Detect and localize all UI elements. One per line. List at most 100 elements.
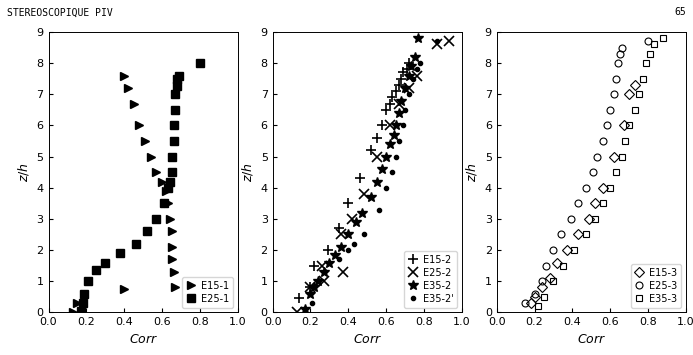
- E35-2: [358, 211, 366, 215]
- E15-3: [599, 186, 607, 190]
- E35-2: [405, 73, 413, 78]
- Y-axis label: $z/h$: $z/h$: [464, 162, 479, 182]
- E35-2: [352, 220, 360, 224]
- E15-2: [388, 95, 396, 99]
- E35-2: [344, 233, 353, 237]
- Line: E35-3: E35-3: [535, 35, 667, 310]
- E15-2: [295, 296, 304, 300]
- E35-3: [625, 123, 633, 127]
- E35-2': [308, 301, 317, 305]
- E25-2: [373, 154, 381, 159]
- E15-2: [397, 77, 405, 81]
- E15-3: [631, 83, 639, 87]
- E35-2: [392, 123, 400, 127]
- Line: E25-3: E25-3: [522, 38, 651, 306]
- E25-3: [521, 301, 529, 305]
- E35-2: [314, 279, 322, 283]
- E35-2': [416, 61, 425, 65]
- E35-2: [389, 133, 398, 137]
- E35-2': [433, 39, 441, 43]
- E35-3: [540, 295, 548, 299]
- E35-3: [650, 42, 658, 47]
- E25-3: [610, 92, 618, 97]
- E25-1: [80, 291, 89, 296]
- E15-1: [168, 257, 176, 262]
- E25-3: [644, 39, 652, 43]
- E15-1: [169, 270, 177, 274]
- Line: E15-1: E15-1: [69, 71, 179, 317]
- E15-2: [403, 67, 411, 71]
- E15-1: [147, 154, 155, 159]
- E25-1: [168, 170, 176, 174]
- E35-2: [310, 285, 318, 290]
- E35-2: [395, 111, 403, 115]
- Line: E35-2': E35-2': [308, 37, 441, 307]
- E15-3: [527, 301, 535, 305]
- E25-1: [173, 77, 182, 81]
- X-axis label: $Corr$: $Corr$: [577, 333, 606, 346]
- E25-3: [602, 123, 611, 127]
- E15-3: [586, 217, 594, 221]
- Text: STEREOSCOPIQUE PIV: STEREOSCOPIQUE PIV: [7, 7, 113, 17]
- E15-2: [382, 108, 390, 112]
- E35-2: [337, 245, 345, 249]
- E25-1: [143, 229, 151, 234]
- E25-2: [319, 279, 328, 283]
- E35-2: [301, 307, 309, 311]
- E35-2: [306, 291, 315, 296]
- E25-1: [116, 251, 125, 255]
- E15-1: [135, 123, 143, 127]
- E35-2': [360, 233, 368, 237]
- E35-2: [407, 64, 415, 69]
- E25-3: [538, 279, 546, 283]
- E35-2: [397, 98, 405, 103]
- E25-1: [84, 279, 92, 283]
- E25-2: [348, 217, 356, 221]
- E25-1: [196, 61, 204, 65]
- E15-1: [69, 310, 78, 315]
- E15-2: [310, 263, 318, 268]
- Line: E25-2: E25-2: [292, 37, 454, 317]
- E25-1: [76, 309, 85, 313]
- E35-2': [395, 139, 403, 143]
- E15-2: [344, 201, 353, 206]
- E35-2': [399, 123, 407, 127]
- E25-2: [337, 233, 345, 237]
- E25-3: [615, 51, 624, 56]
- E35-3: [646, 51, 654, 56]
- E35-3: [635, 92, 643, 97]
- E25-1: [152, 217, 161, 221]
- E35-3: [638, 77, 647, 81]
- E15-2: [395, 83, 403, 87]
- E25-3: [612, 77, 620, 81]
- E15-3: [563, 248, 571, 252]
- X-axis label: $Corr$: $Corr$: [129, 333, 158, 346]
- E35-3: [659, 36, 667, 40]
- E15-3: [591, 201, 599, 206]
- E25-2: [317, 263, 326, 268]
- E25-3: [606, 108, 615, 112]
- E25-1: [101, 261, 109, 265]
- E25-3: [581, 186, 590, 190]
- E25-3: [593, 154, 602, 159]
- E35-3: [591, 217, 599, 221]
- E25-2: [433, 42, 441, 47]
- E15-3: [545, 276, 554, 280]
- E15-2: [392, 89, 400, 93]
- E15-2: [399, 70, 407, 75]
- E15-1: [124, 86, 132, 90]
- E25-1: [171, 92, 179, 97]
- Y-axis label: $z/h$: $z/h$: [240, 162, 255, 182]
- E15-2: [324, 248, 332, 252]
- E25-1: [171, 108, 179, 112]
- E25-1: [78, 301, 87, 305]
- E35-2: [325, 261, 333, 265]
- Text: 65: 65: [674, 7, 686, 17]
- E25-1: [132, 242, 140, 246]
- E15-1: [171, 285, 179, 290]
- E15-2: [386, 102, 394, 106]
- Legend: E15-3, E25-3, E35-3: E15-3, E25-3, E35-3: [631, 264, 681, 307]
- X-axis label: $Corr$: $Corr$: [353, 333, 382, 346]
- E35-3: [642, 61, 651, 65]
- E15-1: [73, 301, 81, 305]
